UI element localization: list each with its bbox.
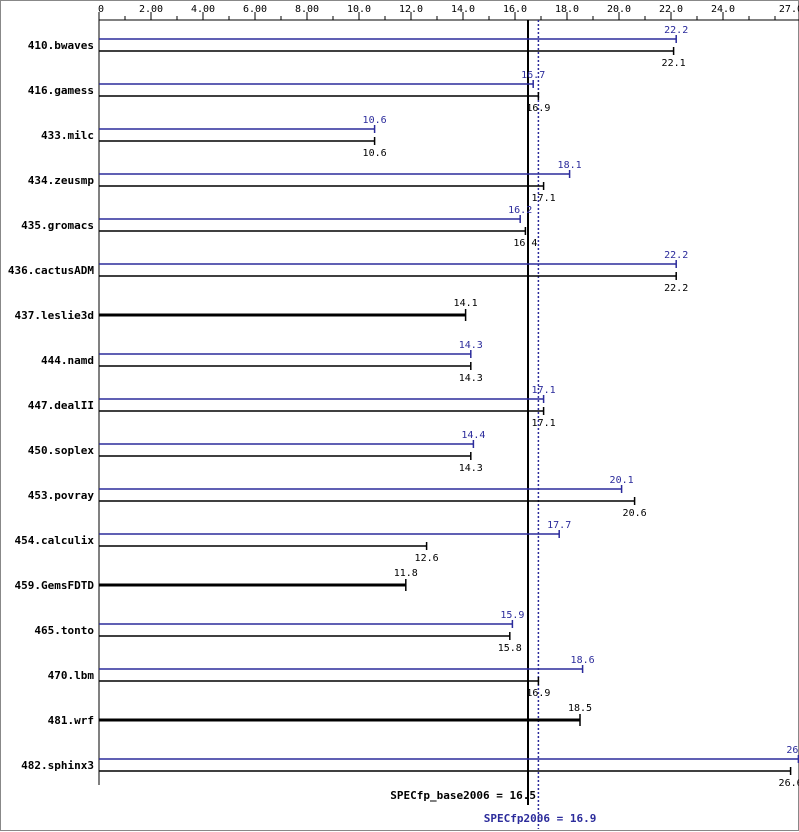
data-label-peak: 17.7 <box>547 520 571 531</box>
benchmark-label: 482.sphinx3 <box>21 759 94 772</box>
data-label-base: 22.2 <box>664 283 688 294</box>
data-label-peak: 17.1 <box>532 385 556 396</box>
x-axis-tick-label: 12.0 <box>399 4 423 15</box>
data-label-peak: 18.6 <box>571 655 595 666</box>
data-label-peak: 10.6 <box>363 115 387 126</box>
x-axis-tick-label: 27.0 <box>779 4 799 15</box>
data-label-peak: 16.2 <box>508 205 532 216</box>
data-label-base: 11.8 <box>394 568 418 579</box>
x-axis-tick-label: 24.0 <box>711 4 735 15</box>
data-label-peak: 15.9 <box>500 610 524 621</box>
data-label-peak: 22.2 <box>664 250 688 261</box>
x-axis-tick-label: 6.00 <box>243 4 267 15</box>
x-axis-tick-label: 22.0 <box>659 4 683 15</box>
benchmark-label: 435.gromacs <box>21 219 94 232</box>
data-label-base: 22.1 <box>662 58 686 69</box>
reference-label-base: SPECfp_base2006 = 16.5 <box>390 789 536 802</box>
data-label-base: 10.6 <box>363 148 387 159</box>
data-label-base: 17.1 <box>532 193 556 204</box>
reference-label-peak: SPECfp2006 = 16.9 <box>484 812 597 825</box>
benchmark-label: 465.tonto <box>34 624 94 637</box>
x-axis-tick-label: 0 <box>98 4 104 15</box>
x-axis-tick-label: 16.0 <box>503 4 527 15</box>
benchmark-label: 454.calculix <box>15 534 95 547</box>
x-axis-tick-label: 10.0 <box>347 4 371 15</box>
data-label-peak: 20.1 <box>610 475 634 486</box>
data-label-peak: 16.7 <box>521 70 545 81</box>
data-label-peak: 22.2 <box>664 25 688 36</box>
data-label-base: 14.3 <box>459 373 483 384</box>
data-label-base: 12.6 <box>415 553 439 564</box>
data-label-base: 16.4 <box>513 238 537 249</box>
benchmark-label: 450.soplex <box>28 444 95 457</box>
benchmark-label: 437.leslie3d <box>15 309 94 322</box>
benchmark-label: 444.namd <box>41 354 94 367</box>
data-label-base: 15.8 <box>498 643 522 654</box>
x-axis-tick-label: 4.00 <box>191 4 215 15</box>
benchmark-label: 433.milc <box>41 129 94 142</box>
data-label-base: 20.6 <box>623 508 647 519</box>
data-label-peak: 26.9 <box>786 745 799 756</box>
data-label-peak: 18.1 <box>558 160 582 171</box>
x-axis-tick-label: 2.00 <box>139 4 163 15</box>
x-axis-tick-label: 14.0 <box>451 4 475 15</box>
data-label-base: 18.5 <box>568 703 592 714</box>
benchmark-label: 416.gamess <box>28 84 94 97</box>
benchmark-label: 436.cactusADM <box>8 264 94 277</box>
x-axis-tick-label: 8.00 <box>295 4 319 15</box>
data-label-base: 26.6 <box>779 778 799 789</box>
data-label-base: 17.1 <box>532 418 556 429</box>
benchmark-label: 447.dealII <box>28 399 94 412</box>
data-label-base: 16.9 <box>526 103 550 114</box>
x-axis-tick-label: 18.0 <box>555 4 579 15</box>
benchmark-label: 459.GemsFDTD <box>15 579 95 592</box>
benchmark-label: 470.lbm <box>48 669 95 682</box>
benchmark-label: 410.bwaves <box>28 39 94 52</box>
data-label-base: 14.1 <box>454 298 478 309</box>
data-label-peak: 14.3 <box>459 340 483 351</box>
data-label-peak: 14.4 <box>461 430 485 441</box>
benchmark-label: 434.zeusmp <box>28 174 95 187</box>
benchmark-label: 481.wrf <box>48 714 94 727</box>
data-label-base: 16.9 <box>526 688 550 699</box>
x-axis-tick-label: 20.0 <box>607 4 631 15</box>
benchmark-label: 453.povray <box>28 489 95 502</box>
data-label-base: 14.3 <box>459 463 483 474</box>
